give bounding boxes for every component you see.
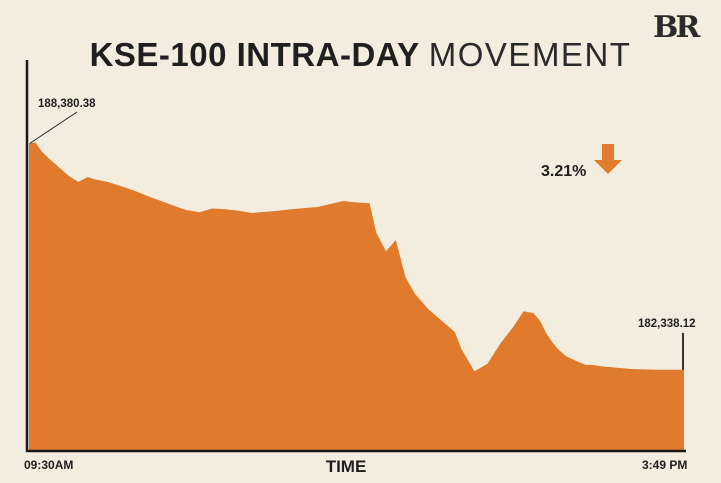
- open-leader-line: [29, 111, 78, 144]
- open-value-label: 188,380.38: [38, 98, 96, 110]
- x-axis-title: TIME: [326, 457, 367, 476]
- area-series: [29, 142, 684, 450]
- x-start-label: 09:30AM: [24, 458, 73, 472]
- close-value-label: 182,338.12: [638, 318, 696, 330]
- chart-title: KSE-100 INTRA-DAY MOVEMENT: [0, 36, 721, 74]
- br-logo: BR: [653, 10, 700, 45]
- change-percent-label: 3.21%: [541, 163, 586, 180]
- down-arrow-icon: [594, 144, 622, 174]
- title-light-part: MOVEMENT: [428, 36, 632, 73]
- x-end-label: 3:49 PM: [642, 458, 687, 472]
- title-bold-part: KSE-100 INTRA-DAY: [89, 36, 420, 73]
